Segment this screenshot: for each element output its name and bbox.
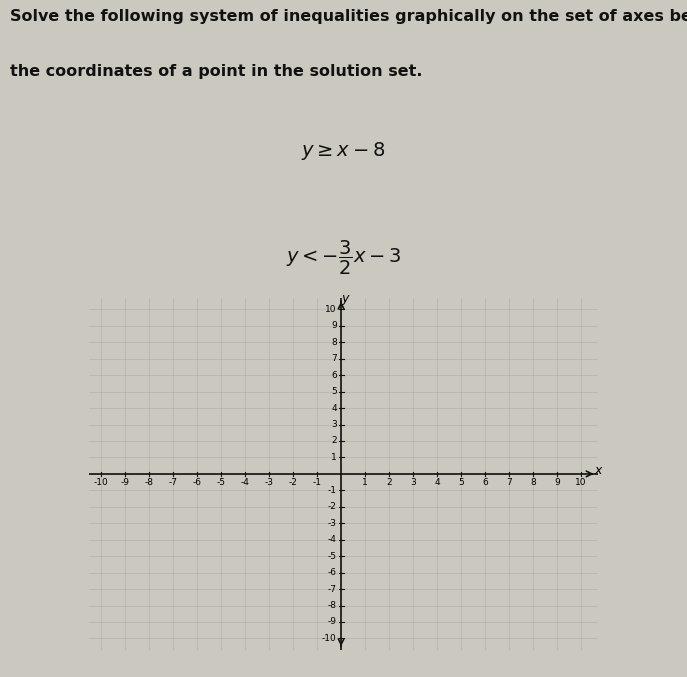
Text: 10: 10 xyxy=(325,305,337,314)
Text: -1: -1 xyxy=(313,478,322,487)
Text: 7: 7 xyxy=(506,478,512,487)
Text: 7: 7 xyxy=(331,354,337,364)
Text: -2: -2 xyxy=(289,478,297,487)
Text: 6: 6 xyxy=(331,371,337,380)
Text: 2: 2 xyxy=(386,478,392,487)
Text: -5: -5 xyxy=(328,552,337,561)
Text: -10: -10 xyxy=(94,478,109,487)
Text: 8: 8 xyxy=(331,338,337,347)
Text: 6: 6 xyxy=(482,478,488,487)
Text: -8: -8 xyxy=(145,478,154,487)
Text: 5: 5 xyxy=(331,387,337,396)
Text: x: x xyxy=(594,464,601,477)
Text: -7: -7 xyxy=(328,584,337,594)
Text: Solve the following system of inequalities graphically on the set of axes below.: Solve the following system of inequaliti… xyxy=(10,9,687,24)
Text: 2: 2 xyxy=(331,437,337,445)
Text: -3: -3 xyxy=(328,519,337,528)
Text: 9: 9 xyxy=(331,322,337,330)
Text: -9: -9 xyxy=(328,617,337,626)
Text: -6: -6 xyxy=(328,568,337,577)
Text: -4: -4 xyxy=(240,478,249,487)
Text: -3: -3 xyxy=(264,478,273,487)
Text: -4: -4 xyxy=(328,536,337,544)
Text: -8: -8 xyxy=(328,601,337,610)
Text: 4: 4 xyxy=(434,478,440,487)
Text: -1: -1 xyxy=(328,486,337,495)
Text: -6: -6 xyxy=(193,478,202,487)
Text: $y < -\dfrac{3}{2}x - 3$: $y < -\dfrac{3}{2}x - 3$ xyxy=(286,239,401,277)
Text: the coordinates of a point in the solution set.: the coordinates of a point in the soluti… xyxy=(10,64,423,79)
Text: 3: 3 xyxy=(410,478,416,487)
Text: 8: 8 xyxy=(530,478,536,487)
Text: -2: -2 xyxy=(328,502,337,511)
Text: 4: 4 xyxy=(331,403,337,412)
Text: 5: 5 xyxy=(458,478,464,487)
Text: 3: 3 xyxy=(331,420,337,429)
Text: -7: -7 xyxy=(169,478,178,487)
Text: 1: 1 xyxy=(331,453,337,462)
Text: 1: 1 xyxy=(362,478,368,487)
Text: $y \geq x - 8$: $y \geq x - 8$ xyxy=(301,139,386,162)
Text: -5: -5 xyxy=(216,478,226,487)
Text: -9: -9 xyxy=(121,478,130,487)
Text: 10: 10 xyxy=(575,478,587,487)
Text: -10: -10 xyxy=(322,634,337,643)
Text: y: y xyxy=(341,292,349,305)
Text: 9: 9 xyxy=(554,478,560,487)
